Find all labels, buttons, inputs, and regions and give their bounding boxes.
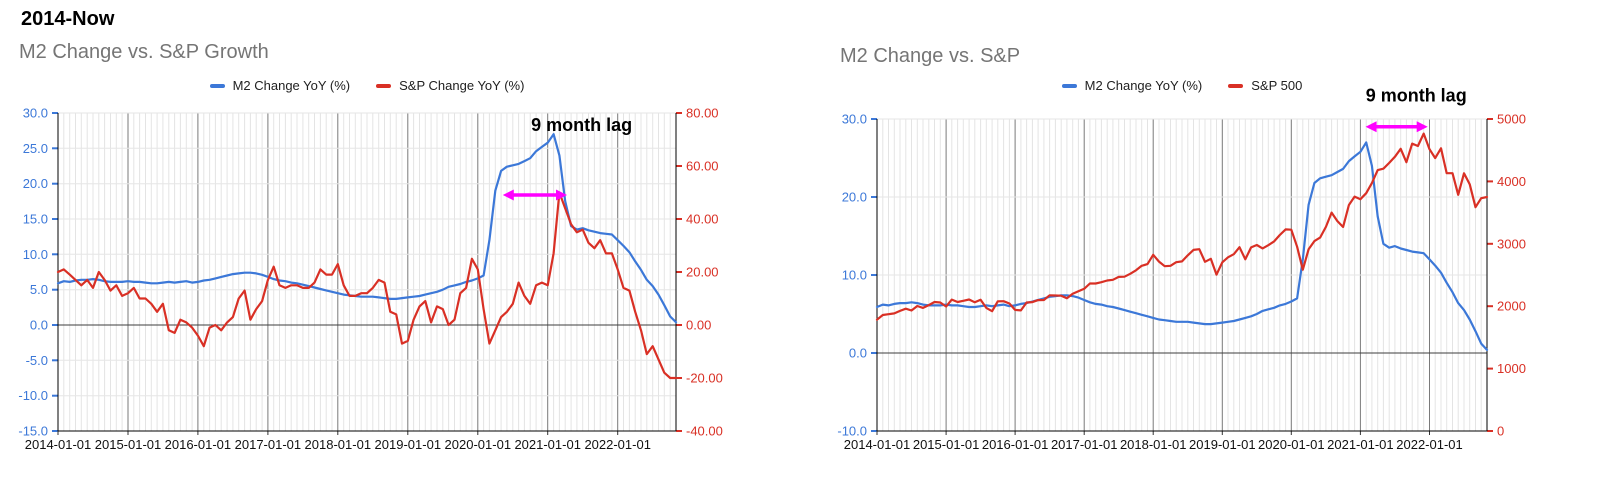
svg-text:30.0: 30.0	[842, 112, 867, 127]
svg-text:2015-01-01: 2015-01-01	[913, 437, 980, 452]
lag-arrow	[1365, 121, 1428, 133]
svg-text:2014-01-01: 2014-01-01	[844, 437, 911, 452]
legend-label: S&P Change YoY (%)	[399, 78, 525, 93]
lag-arrow	[502, 189, 567, 201]
svg-text:2022-01-01: 2022-01-01	[584, 437, 651, 452]
svg-text:80.00: 80.00	[686, 106, 719, 121]
chart-card-right[interactable]: M2 Change vs. S&P M2 Change YoY (%) S&P …	[820, 0, 1560, 480]
svg-text:5000: 5000	[1497, 112, 1526, 127]
svg-text:2017-01-01: 2017-01-01	[235, 437, 302, 452]
axis-frame	[876, 119, 1488, 432]
svg-text:-15.0: -15.0	[18, 424, 48, 439]
svg-text:-10.0: -10.0	[837, 424, 867, 439]
svg-text:1000: 1000	[1497, 361, 1526, 376]
svg-text:2017-01-01: 2017-01-01	[1051, 437, 1118, 452]
left-axis-ticks: 30.0 20.0 10.0 0.0 -10.0	[837, 112, 877, 439]
lag-annotation-label: 9 month lag	[531, 115, 632, 135]
svg-text:2020-01-01: 2020-01-01	[445, 437, 512, 452]
svg-text:20.00: 20.00	[686, 265, 719, 280]
svg-text:2019-01-01: 2019-01-01	[375, 437, 442, 452]
svg-text:2015-01-01: 2015-01-01	[95, 437, 162, 452]
legend-swatch-red	[376, 83, 392, 88]
right-axis-ticks: 5000 4000 3000 2000 1000 0	[1487, 112, 1526, 439]
right-axis-ticks: 80.00 60.00 40.00 20.00 0.00 -20.00 -40.00	[676, 106, 723, 439]
right-chart-title: M2 Change vs. S&P	[840, 45, 1021, 67]
svg-text:25.0: 25.0	[23, 141, 48, 156]
legend-item-sp500: S&P 500	[1228, 78, 1302, 93]
svg-text:2014-01-01: 2014-01-01	[25, 437, 92, 452]
left-chart-title: M2 Change vs. S&P Growth	[19, 41, 269, 63]
lag-annotation-label: 9 month lag	[1366, 86, 1467, 106]
legend-item-m2-yoy: M2 Change YoY (%)	[209, 78, 351, 93]
svg-text:2016-01-01: 2016-01-01	[165, 437, 232, 452]
chart-card-left[interactable]: 2014-Now M2 Change vs. S&P Growth M2 Cha…	[0, 0, 745, 480]
svg-text:0.00: 0.00	[686, 318, 711, 333]
svg-text:2000: 2000	[1497, 299, 1526, 314]
left-chart-legend: M2 Change YoY (%) S&P Change YoY (%)	[58, 78, 676, 93]
right-chart-canvas: 30.0 20.0 10.0 0.0 -10.0 5000 4000 3000 2000 1000…	[820, 0, 1560, 480]
svg-text:2019-01-01: 2019-01-01	[1189, 437, 1256, 452]
svg-text:10.0: 10.0	[23, 247, 48, 262]
svg-text:2022-01-01: 2022-01-01	[1396, 437, 1463, 452]
svg-text:-10.0: -10.0	[18, 388, 48, 403]
left-axis-ticks: 30.0 25.0 20.0 15.0 10.0 5.0 0.0 -5.0 -10.0 -15.0	[18, 106, 58, 439]
svg-text:2016-01-01: 2016-01-01	[982, 437, 1049, 452]
svg-text:0.0: 0.0	[849, 346, 867, 361]
svg-text:60.00: 60.00	[686, 159, 719, 174]
x-axis-ticks: 2014-01-01 2015-01-01 2016-01-01 2017-01-01…	[844, 431, 1463, 452]
right-chart-legend: M2 Change YoY (%) S&P 500	[877, 78, 1487, 93]
svg-text:20.0: 20.0	[23, 176, 48, 191]
svg-text:4000: 4000	[1497, 174, 1526, 189]
svg-text:-40.00: -40.00	[686, 424, 723, 439]
legend-swatch-blue	[209, 83, 225, 88]
series-line-0	[875, 141, 1489, 351]
svg-text:30.0: 30.0	[23, 106, 48, 121]
legend-swatch-red	[1228, 83, 1244, 88]
page-title: 2014-Now	[21, 8, 115, 30]
legend-label: M2 Change YoY (%)	[232, 78, 351, 93]
left-chart-canvas: 30.0 25.0 20.0 15.0 10.0 5.0 0.0 -5.0 -10.0 -15.0…	[0, 0, 745, 480]
series-line-1	[875, 132, 1489, 321]
svg-text:-5.0: -5.0	[26, 353, 48, 368]
legend-item-m2-yoy: M2 Change YoY (%)	[1061, 78, 1203, 93]
svg-text:2021-01-01: 2021-01-01	[514, 437, 581, 452]
svg-text:2018-01-01: 2018-01-01	[305, 437, 372, 452]
svg-text:0: 0	[1497, 424, 1504, 439]
vertical-gridlines	[57, 113, 677, 431]
chart-svg: 30.0 25.0 20.0 15.0 10.0 5.0 0.0 -5.0 -10.0 -15.0…	[18, 106, 723, 453]
svg-text:15.0: 15.0	[23, 212, 48, 227]
legend-swatch-blue	[1061, 83, 1077, 88]
svg-text:2020-01-01: 2020-01-01	[1258, 437, 1325, 452]
svg-text:40.00: 40.00	[686, 212, 719, 227]
legend-label: S&P 500	[1251, 78, 1303, 93]
svg-text:20.0: 20.0	[842, 190, 867, 205]
svg-text:5.0: 5.0	[30, 282, 48, 297]
svg-text:0.0: 0.0	[30, 318, 48, 333]
svg-text:3000: 3000	[1497, 236, 1526, 251]
svg-text:-20.00: -20.00	[686, 371, 723, 386]
legend-item-sp-yoy: S&P Change YoY (%)	[376, 78, 524, 93]
legend-label: M2 Change YoY (%)	[1084, 78, 1203, 93]
series-line-1	[56, 191, 678, 380]
svg-text:2021-01-01: 2021-01-01	[1327, 437, 1394, 452]
chart-svg: 30.0 20.0 10.0 0.0 -10.0 5000 4000 3000 2000 1000…	[837, 86, 1526, 452]
svg-text:10.0: 10.0	[842, 268, 867, 283]
svg-text:2018-01-01: 2018-01-01	[1120, 437, 1187, 452]
x-axis-ticks: 2014-01-01 2015-01-01 2016-01-01 2017-01-01…	[25, 431, 651, 452]
